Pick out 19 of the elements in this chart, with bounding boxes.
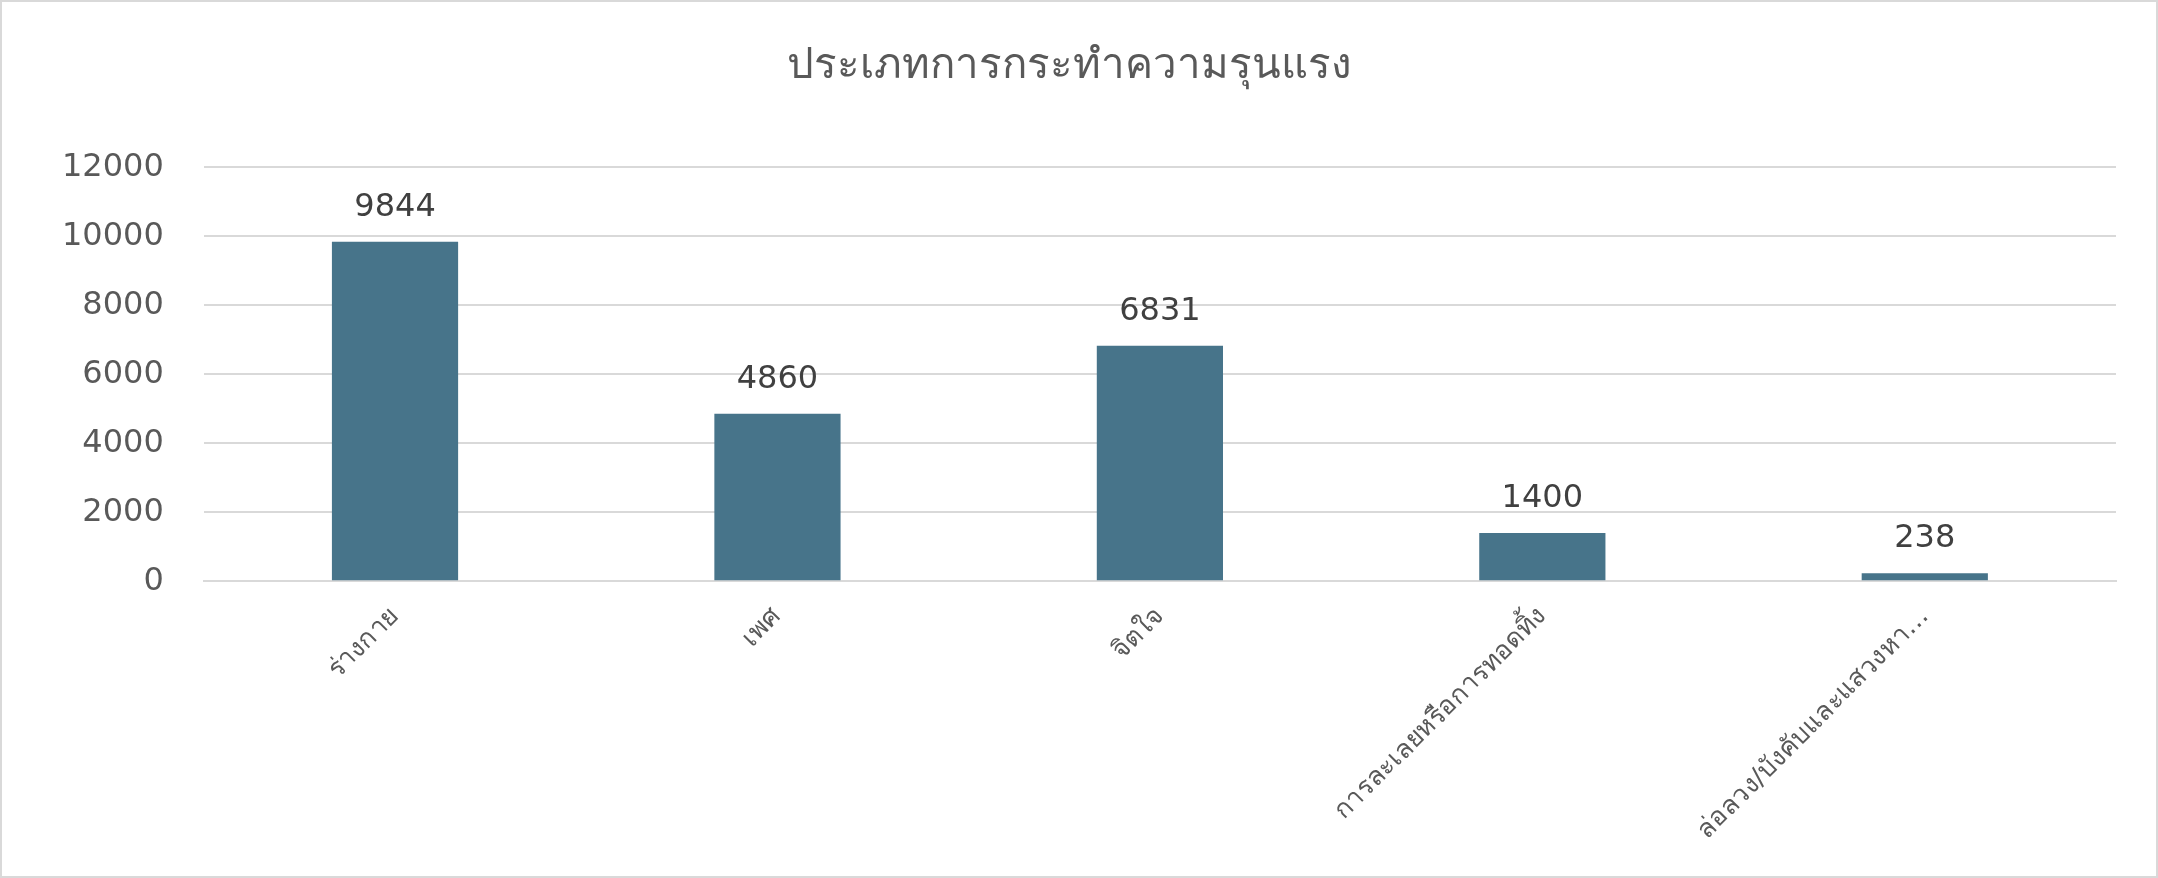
data-label: 238 (1894, 517, 1956, 556)
bar (1861, 573, 1988, 581)
y-tick-label: 4000 (82, 421, 164, 460)
y-tick-label: 2000 (82, 490, 164, 529)
y-tick-label: 6000 (82, 352, 164, 391)
data-label: 4860 (736, 358, 819, 397)
bar (1096, 345, 1223, 581)
bar (331, 241, 459, 581)
data-label: 9844 (354, 186, 436, 225)
y-tick-label: 10000 (62, 214, 164, 253)
y-tick-label: 12000 (62, 145, 164, 184)
y-tick-label: 8000 (82, 283, 164, 322)
bar (1479, 533, 1606, 581)
data-label: 6831 (1119, 290, 1201, 329)
bar (714, 413, 841, 581)
y-tick-label: 0 (143, 559, 164, 598)
x-tick-label: เพศ (734, 600, 787, 652)
chart-title: ประเภทการกระทำความรุนแรง (786, 39, 1352, 91)
data-label: 1400 (1501, 477, 1584, 516)
